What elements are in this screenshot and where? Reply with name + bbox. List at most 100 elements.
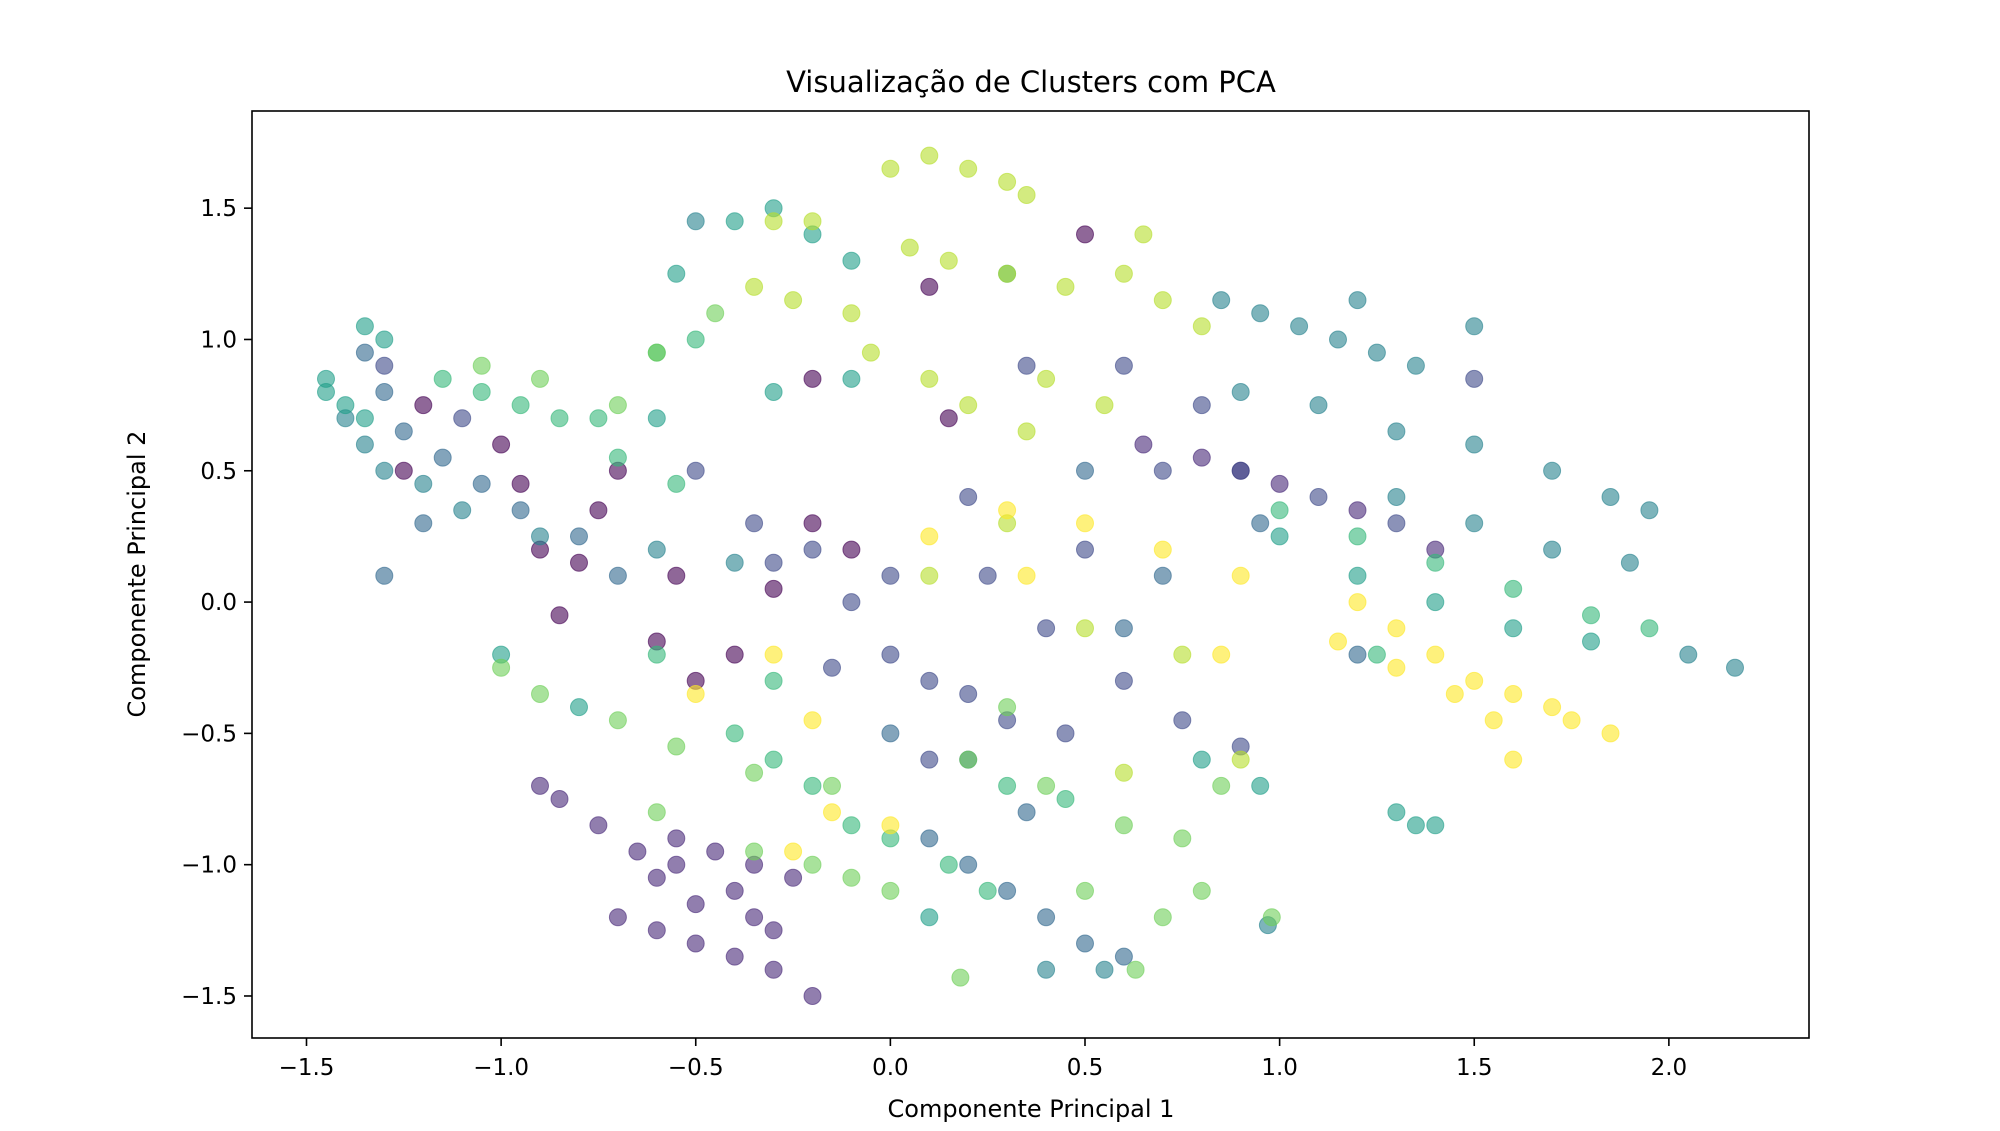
scatter-point [1309,396,1328,415]
scatter-point [725,553,744,572]
scatter-point [453,501,472,520]
scatter-point [1465,435,1484,454]
scatter-point [1543,461,1562,480]
scatter-point [951,968,970,987]
x-tick-label: −0.5 [668,1055,724,1081]
scatter-point [764,579,783,598]
scatter-points [317,146,1744,1005]
scatter-point [1192,448,1211,467]
scatter-point [764,212,783,231]
scatter-point [1037,776,1056,795]
scatter-point [1134,225,1153,244]
scatter-point [1017,566,1036,585]
y-tick-label: −0.5 [181,721,237,747]
scatter-point [589,501,608,520]
y-axis: −1.5 −1.0 −0.5 0.0 0.5 1.0 1.5 [181,196,252,1010]
scatter-point [1329,330,1347,349]
y-tick-label: 0.0 [200,590,237,616]
scatter-point [842,251,861,270]
scatter-point [1231,566,1250,585]
scatter-point [881,881,900,900]
scatter-point [1153,908,1172,927]
scatter-point [1601,488,1620,506]
scatter-point [375,356,394,375]
scatter-point [1017,186,1036,204]
scatter-point [1251,776,1270,795]
scatter-point [764,750,783,769]
scatter-point [1231,383,1250,401]
scatter-point [1056,724,1075,743]
scatter-point [1504,750,1523,769]
scatter-point [1387,619,1406,638]
scatter-point [706,842,725,861]
scatter-point [667,264,686,283]
scatter-point [608,396,627,415]
scatter-point [881,645,900,664]
scatter-point [531,369,549,388]
x-tick-label: 1.0 [1261,1055,1298,1081]
scatter-point [608,908,627,927]
scatter-point [686,212,705,231]
x-tick-label: −1.5 [279,1055,335,1081]
scatter-point [764,383,783,401]
scatter-point [686,330,705,349]
scatter-point [1543,540,1562,559]
scatter-point [1387,803,1406,822]
x-tick-label: −1.0 [473,1055,529,1081]
scatter-point [1251,304,1270,323]
scatter-point [1056,277,1075,296]
scatter-point [803,987,822,1005]
scatter-point [1192,881,1211,900]
scatter-point [1192,317,1211,336]
scatter-point [842,868,861,887]
scatter-point [784,868,803,887]
scatter-point [803,212,822,231]
x-tick-label: 2.0 [1651,1055,1688,1081]
scatter-point [1348,527,1367,546]
scatter-point [1095,396,1114,415]
scatter-point [1076,934,1094,953]
scatter-point [1056,790,1075,808]
scatter-point [1426,593,1445,612]
x-axis: −1.5 −1.0 −0.5 0.0 0.5 1.0 1.5 2.0 [279,1038,1688,1081]
scatter-point [998,264,1017,283]
scatter-point [823,803,841,822]
scatter-point [394,461,413,480]
scatter-point [550,409,569,428]
scatter-point [1017,422,1036,441]
scatter-point [647,343,666,362]
scatter-point [764,921,783,940]
scatter-point [1037,960,1056,979]
scatter-point [1037,369,1056,388]
scatter-point [1426,816,1445,835]
scatter-point [667,737,686,756]
scatter-point [1445,685,1464,703]
scatter-point [1309,488,1328,506]
scatter-point [1037,619,1056,638]
scatter-point [745,842,764,861]
scatter-point [550,790,569,808]
scatter-point [1270,527,1289,546]
scatter-point [920,750,939,769]
scatter-point [1126,960,1145,979]
scatter-point [317,383,335,401]
scatter-point [1114,763,1133,782]
scatter-point [628,842,647,861]
scatter-point [920,146,939,165]
scatter-point [1251,514,1270,533]
scatter-point [355,409,374,428]
scatter-point [550,606,569,625]
scatter-point [1465,514,1484,533]
scatter-point [706,304,725,323]
scatter-point [764,553,783,572]
scatter-point [1329,632,1347,651]
scatter-point [414,514,433,533]
scatter-point [589,816,608,835]
scatter-point [1387,514,1406,533]
scatter-point [881,816,900,835]
scatter-point [998,881,1017,900]
plot-area-frame [251,110,1810,1039]
scatter-point [1114,947,1133,966]
scatter-point [959,488,978,506]
